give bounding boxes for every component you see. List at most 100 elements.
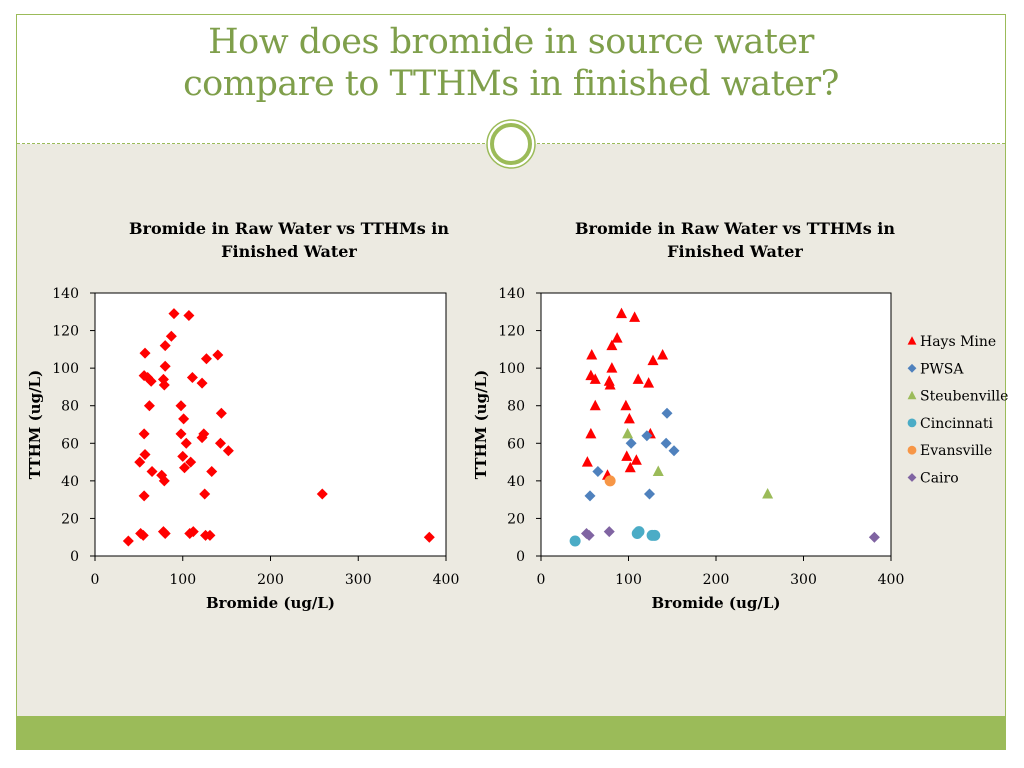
data-point <box>623 412 635 424</box>
data-point <box>200 529 212 541</box>
data-point <box>175 400 187 412</box>
y-axis-label: TTHM (ug/L) <box>26 370 44 479</box>
data-point <box>661 407 673 419</box>
series-1 <box>122 308 435 547</box>
legend-marker <box>907 390 917 400</box>
data-point <box>184 527 196 539</box>
data-point <box>180 437 192 449</box>
data-point <box>589 399 601 411</box>
data-point <box>641 430 653 442</box>
series-pwsa <box>584 407 680 502</box>
data-point <box>589 373 601 384</box>
data-point <box>584 490 596 502</box>
data-point <box>178 413 190 425</box>
chart-title: Bromide in Raw Water vs TTHMs in Finished… <box>129 219 449 261</box>
data-point <box>158 475 170 487</box>
data-point <box>165 330 177 342</box>
legend-item: Hays Mine <box>907 334 996 350</box>
data-point <box>145 375 157 387</box>
data-point <box>647 354 659 366</box>
series-evansville <box>604 475 616 487</box>
x-tick-label: 200 <box>257 572 284 588</box>
data-point <box>137 529 149 541</box>
data-point <box>606 339 618 351</box>
data-point <box>660 437 672 449</box>
legend-item: PWSA <box>907 361 964 377</box>
data-point <box>643 377 655 388</box>
y-axis-label: TTHM (ug/L) <box>472 370 490 479</box>
slide-title: How does bromide in source water compare… <box>17 15 1005 105</box>
data-point <box>581 456 593 467</box>
data-point <box>139 347 151 359</box>
data-point <box>214 437 226 449</box>
x-axis-label: Bromide (ug/L) <box>651 594 780 612</box>
data-point <box>868 531 880 543</box>
y-tick-label: 80 <box>61 399 79 415</box>
x-tick-label: 0 <box>537 572 546 588</box>
data-point <box>657 348 669 360</box>
x-tick-label: 400 <box>878 572 905 588</box>
legend-label: Evansville <box>920 443 992 459</box>
legend-label: Steubenville <box>920 389 1008 405</box>
legend: Hays Mine PWSA Steubenville Cincinnati Evans… <box>907 334 1008 487</box>
legend-label: Cincinnati <box>920 416 994 432</box>
slide-title-line-2: compare to TTHMs in finished water? <box>183 64 839 104</box>
data-point <box>159 527 171 539</box>
data-point <box>652 465 664 476</box>
y-tick-label: 120 <box>498 324 525 340</box>
data-point <box>179 462 191 474</box>
data-point <box>212 349 224 361</box>
x-tick-label: 0 <box>91 572 100 588</box>
data-point <box>603 526 615 538</box>
data-point <box>611 332 623 343</box>
data-point <box>215 407 227 419</box>
data-point <box>138 490 150 502</box>
data-point <box>569 535 581 547</box>
data-point <box>200 353 212 365</box>
data-point <box>168 308 180 320</box>
data-point <box>592 465 604 477</box>
scatter-chart-1: Bromide in Raw Water vs TTHMs in Finished… <box>26 219 459 612</box>
series-cairo <box>581 526 880 543</box>
series-hays-mine <box>581 307 669 480</box>
data-point <box>604 475 616 487</box>
x-tick-label: 100 <box>169 572 196 588</box>
data-point <box>206 465 218 477</box>
plot-area <box>540 292 892 557</box>
y-tick-label: 0 <box>70 549 79 565</box>
data-point <box>604 379 616 390</box>
data-point <box>183 310 195 322</box>
data-point <box>585 427 597 439</box>
slide-title-line-1: How does bromide in source water <box>208 22 814 62</box>
y-tick-label: 20 <box>507 511 525 527</box>
data-point <box>583 529 595 541</box>
y-tick-label: 120 <box>52 324 79 340</box>
scatter-chart-2: Bromide in Raw Water vs TTHMs in Finished… <box>472 219 1008 612</box>
data-point <box>621 450 633 461</box>
data-point <box>159 340 171 352</box>
data-point <box>122 535 134 547</box>
data-point <box>630 454 642 465</box>
data-point <box>185 456 197 468</box>
data-point <box>196 432 208 444</box>
legend-marker <box>907 336 917 345</box>
data-point <box>629 311 641 322</box>
x-tick-label: 300 <box>790 572 817 588</box>
plot-area <box>94 292 447 557</box>
data-point <box>644 488 655 500</box>
x-tick-label: 400 <box>433 572 460 588</box>
legend-item: Cincinnati <box>907 416 994 432</box>
series-cincinnati <box>569 526 661 547</box>
data-point <box>175 428 187 440</box>
series-steubenville <box>622 427 774 499</box>
legend-marker <box>907 445 917 455</box>
data-point <box>616 307 627 319</box>
x-tick-label: 100 <box>615 572 642 588</box>
y-tick-label: 100 <box>52 361 79 377</box>
data-point <box>668 445 680 457</box>
data-point <box>186 372 198 384</box>
data-point <box>222 445 234 457</box>
legend-marker <box>907 473 917 482</box>
data-point <box>646 529 658 541</box>
data-point <box>146 465 158 477</box>
